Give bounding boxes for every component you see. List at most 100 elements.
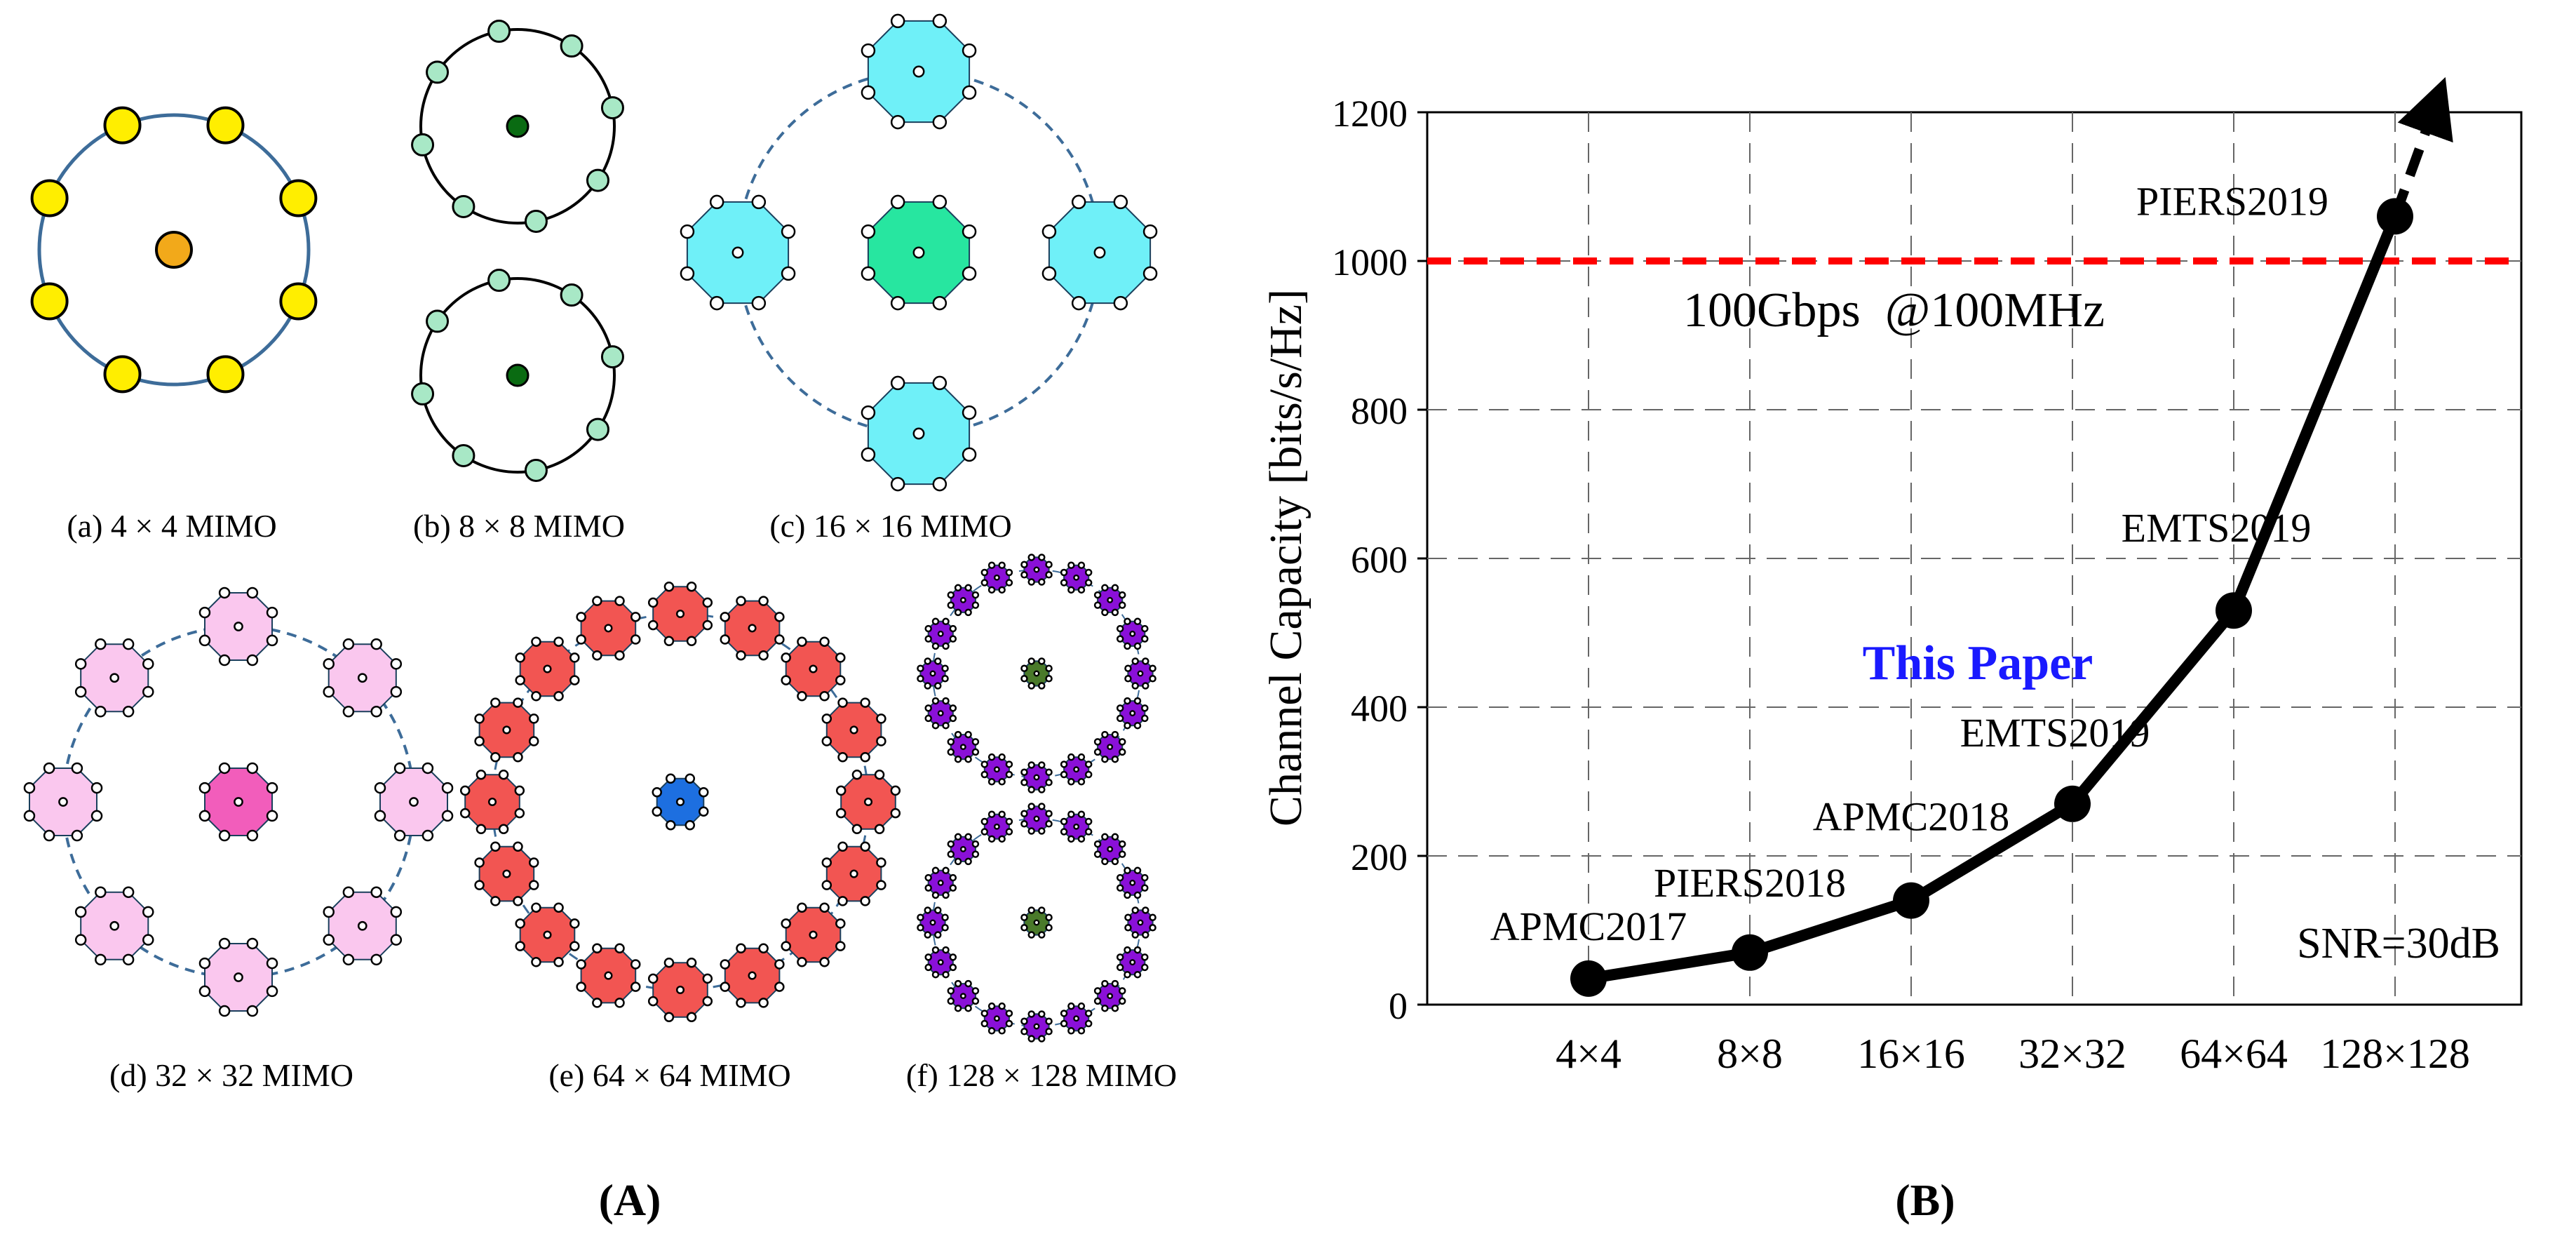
antenna-element xyxy=(142,658,154,670)
antenna-element xyxy=(1020,664,1028,672)
sub-array xyxy=(474,841,539,906)
antenna-element xyxy=(513,697,523,708)
antenna-element xyxy=(95,886,107,898)
antenna-element xyxy=(774,612,785,622)
antenna-element xyxy=(1038,906,1046,914)
antenna-element xyxy=(1073,823,1080,830)
antenna-element xyxy=(569,652,580,663)
antenna-element xyxy=(971,601,980,609)
antenna-element xyxy=(1045,571,1053,579)
antenna-element xyxy=(1045,768,1053,776)
antenna-element xyxy=(890,785,901,796)
antenna-element xyxy=(266,985,278,998)
antenna-element xyxy=(851,824,863,835)
data-point-label: EMTS2019 xyxy=(1960,710,2150,756)
panel-a-label: (A) xyxy=(599,1175,661,1225)
antenna-element xyxy=(998,586,1006,594)
y-tick-label: 600 xyxy=(1351,539,1408,581)
antenna-element xyxy=(947,738,955,746)
antenna-element xyxy=(797,902,807,913)
antenna-element xyxy=(971,987,980,995)
antenna-element xyxy=(931,891,940,899)
antenna-element xyxy=(1093,246,1106,259)
sub-array xyxy=(323,886,403,966)
antenna-element xyxy=(937,879,944,886)
sub-array xyxy=(1093,730,1126,763)
sub-array xyxy=(1093,979,1126,1012)
antenna-element xyxy=(490,896,501,906)
sub-array xyxy=(1116,697,1149,730)
antenna-element xyxy=(1116,635,1124,643)
sub-array xyxy=(1093,833,1126,866)
antenna-element xyxy=(959,596,966,603)
antenna-element xyxy=(941,913,949,921)
antenna-element xyxy=(959,993,966,1000)
antenna-element xyxy=(702,597,713,608)
antenna-element xyxy=(942,721,950,730)
antenna-element xyxy=(949,635,957,643)
antenna-element xyxy=(781,266,796,281)
antenna-element xyxy=(964,979,972,988)
sub-array xyxy=(980,1002,1013,1035)
antenna-element xyxy=(1060,770,1068,779)
antenna-element xyxy=(342,706,355,718)
antenna-element xyxy=(1141,963,1149,972)
antenna-element xyxy=(1149,664,1156,672)
antenna-element xyxy=(758,596,769,606)
antenna-element xyxy=(1077,810,1086,818)
antenna-element xyxy=(1124,675,1132,683)
antenna-element xyxy=(962,224,977,239)
antenna-element xyxy=(1038,554,1046,561)
sub-array xyxy=(720,596,785,661)
antenna-element xyxy=(663,957,675,968)
antenna-element xyxy=(1118,850,1126,858)
caption-16x16: (c) 16 × 16 MIMO xyxy=(769,508,1011,544)
antenna-element xyxy=(109,920,120,931)
antenna-element xyxy=(1038,657,1046,665)
antenna-element xyxy=(663,1012,675,1023)
antenna-element xyxy=(942,642,950,650)
data-point-label: APMC2018 xyxy=(1813,794,2009,840)
antenna-element xyxy=(531,636,541,647)
antenna-element xyxy=(1149,675,1156,683)
antenna-element xyxy=(374,810,386,822)
antenna-element xyxy=(1116,953,1124,961)
antenna-element xyxy=(1116,704,1124,712)
antenna-element xyxy=(390,658,403,670)
x-tick-label: 4×4 xyxy=(1556,1031,1621,1077)
antenna-element xyxy=(531,957,541,967)
data-point xyxy=(1893,882,1929,919)
antenna-element xyxy=(934,682,942,690)
antenna-element xyxy=(758,998,769,1008)
antenna-element xyxy=(1084,770,1093,779)
antenna-element xyxy=(709,194,724,210)
y-tick-label: 0 xyxy=(1389,985,1408,1027)
sub-array xyxy=(374,762,454,842)
antenna-element xyxy=(971,738,980,746)
data-point xyxy=(1732,934,1768,971)
antenna-element xyxy=(1107,744,1114,751)
antenna-element xyxy=(962,447,977,462)
antenna-element xyxy=(1045,1017,1053,1025)
antenna-element xyxy=(860,751,870,763)
antenna-element xyxy=(959,845,966,852)
sub-array xyxy=(821,841,886,906)
antenna-element xyxy=(614,650,625,661)
antenna-element xyxy=(980,760,989,768)
antenna-element xyxy=(665,820,676,831)
antenna-element xyxy=(947,591,955,599)
sub-array-center xyxy=(861,194,977,311)
antenna-element xyxy=(1111,1004,1119,1012)
antenna-element xyxy=(279,179,318,217)
antenna-element xyxy=(998,561,1006,569)
antenna-element xyxy=(941,675,949,683)
antenna-element xyxy=(731,246,744,259)
antenna-element xyxy=(774,981,785,992)
antenna-element xyxy=(23,782,36,794)
antenna-element xyxy=(370,886,382,898)
antenna-element xyxy=(781,941,791,951)
sub-array-center xyxy=(1020,906,1053,939)
antenna-element xyxy=(370,638,382,650)
antenna-element xyxy=(1101,730,1109,739)
